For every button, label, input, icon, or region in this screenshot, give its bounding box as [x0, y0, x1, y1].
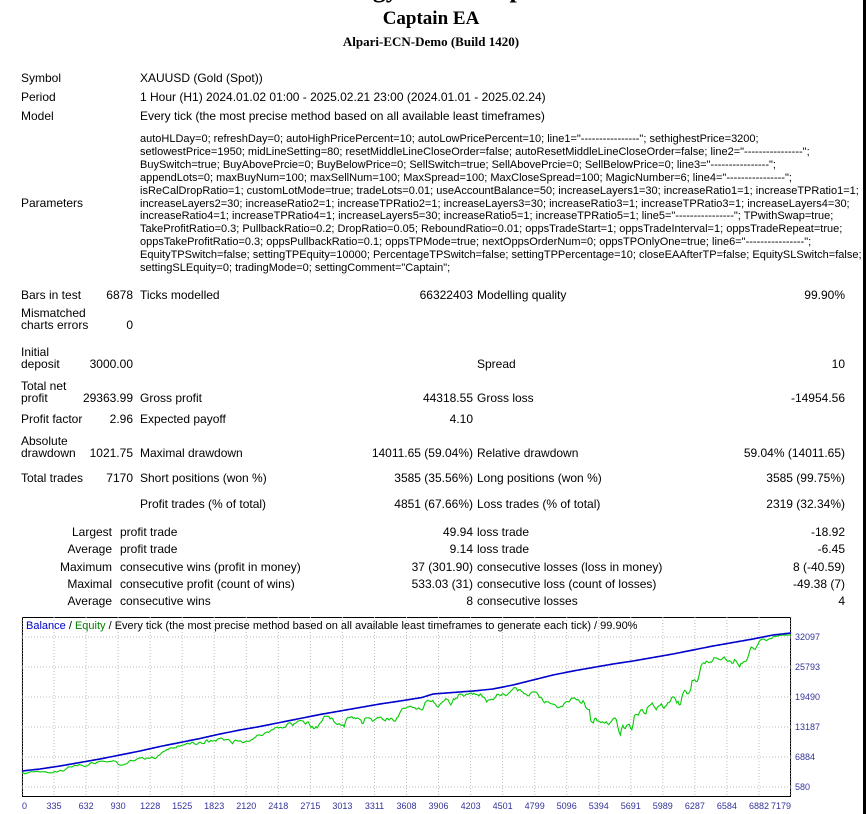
svg-text:6584: 6584: [717, 801, 737, 811]
svg-text:5691: 5691: [621, 801, 641, 811]
svg-text:2120: 2120: [236, 801, 256, 811]
svg-text:632: 632: [79, 801, 94, 811]
svg-text:3311: 3311: [365, 801, 384, 811]
svg-text:3608: 3608: [396, 801, 416, 811]
svg-text:6287: 6287: [685, 801, 705, 811]
svg-text:930: 930: [111, 801, 126, 811]
svg-text:0: 0: [22, 801, 27, 811]
svg-text:7179: 7179: [771, 801, 791, 811]
svg-text:1525: 1525: [172, 801, 192, 811]
svg-text:4501: 4501: [493, 801, 513, 811]
svg-text:1823: 1823: [204, 801, 224, 811]
svg-text:4203: 4203: [461, 801, 481, 811]
svg-text:580: 580: [795, 782, 810, 792]
svg-text:1228: 1228: [140, 801, 160, 811]
svg-text:5096: 5096: [557, 801, 577, 811]
svg-text:2715: 2715: [300, 801, 320, 811]
svg-text:13187: 13187: [795, 722, 820, 732]
svg-text:6882: 6882: [749, 801, 769, 811]
svg-text:335: 335: [46, 801, 61, 811]
svg-text:32097: 32097: [795, 632, 820, 642]
svg-text:4799: 4799: [525, 801, 545, 811]
svg-text:3906: 3906: [428, 801, 448, 811]
svg-text:6884: 6884: [795, 752, 815, 762]
svg-text:5989: 5989: [653, 801, 673, 811]
svg-text:5394: 5394: [589, 801, 609, 811]
svg-text:25793: 25793: [795, 662, 820, 672]
svg-text:2418: 2418: [268, 801, 288, 811]
svg-text:3013: 3013: [332, 801, 352, 811]
svg-text:19490: 19490: [795, 692, 820, 702]
